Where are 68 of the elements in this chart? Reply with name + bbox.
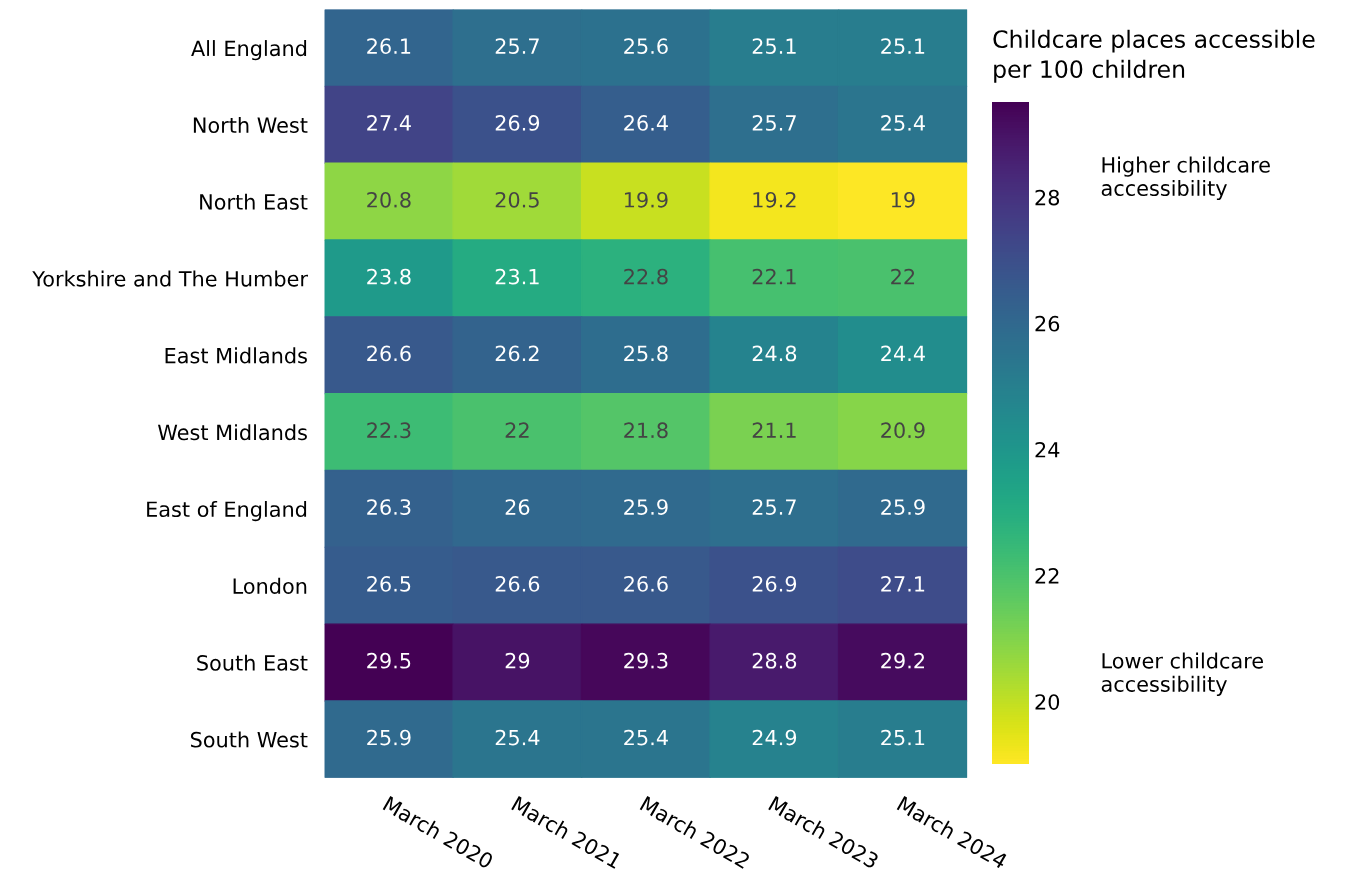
data-label: 20.5	[495, 191, 539, 208]
y-tick-label: East of England	[147, 500, 307, 522]
y-tick-label: North West	[193, 116, 308, 134]
data-label: 25.7	[495, 38, 539, 55]
y-tick-label: South East	[197, 654, 308, 671]
y-tick-label: All England	[191, 40, 307, 61]
data-label: 26.3	[367, 499, 411, 515]
color-bar-label: 24	[1035, 441, 1060, 458]
data-label: 29.2	[881, 652, 924, 669]
text: Lower childcare accessibility	[1101, 652, 1264, 696]
data-label: 24.4	[881, 345, 925, 362]
y-tick-label: North East	[200, 193, 308, 210]
y-tick-label: East Midlands	[165, 347, 307, 364]
data-label: 22.1	[752, 268, 796, 285]
data-label: 27.1	[881, 576, 925, 592]
color-bar-label: 26	[1035, 315, 1060, 332]
data-label: 26.5	[367, 576, 411, 592]
data-label: 26.6	[367, 345, 411, 362]
data-label: 21.1	[752, 422, 796, 438]
y-tick-label: South West	[190, 731, 308, 748]
y-tick-label: West Midlands	[157, 424, 307, 441]
data-label: 24.8	[752, 345, 797, 362]
data-label: 25.1	[881, 38, 925, 55]
data-label: 25.4	[881, 115, 925, 131]
data-label: 22	[891, 268, 915, 285]
data-label: 19	[891, 191, 915, 208]
data-label: 25.1	[752, 38, 796, 55]
data-label: 26.4	[624, 115, 668, 131]
data-label: 20.9	[881, 422, 925, 439]
data-label: 24.9	[752, 729, 797, 746]
data-label: 23.1	[495, 268, 539, 285]
color-bar-label: 20	[1035, 694, 1060, 710]
data-label: 25.8	[624, 345, 668, 362]
data-label: 22.3	[367, 422, 411, 439]
data-label: 26.6	[624, 576, 668, 592]
data-label: 25.9	[367, 729, 411, 746]
text: Higher childcare accessibility	[1101, 156, 1270, 201]
data-label: 27.4	[367, 115, 411, 131]
y-tick-label: Yorkshire and The Humber	[32, 270, 308, 287]
data-label: 21.8	[624, 422, 668, 439]
data-label: 26.2	[495, 345, 539, 362]
data-label: 25.4	[495, 729, 540, 746]
data-label: 22	[505, 422, 529, 438]
data-label: 25.7	[752, 115, 796, 131]
color-bar-title: Childcare places accessible per 100 children	[993, 29, 1315, 83]
data-label: 25.9	[881, 499, 925, 515]
data-label: 26.6	[495, 576, 540, 592]
data-label: 19.9	[624, 191, 668, 208]
data-label: 23.8	[367, 268, 411, 285]
data-label: 26.9	[752, 576, 797, 592]
data-label: 29	[505, 652, 530, 669]
data-label: 29.5	[367, 652, 411, 669]
data-label: 25.1	[881, 729, 925, 746]
data-label: 25.9	[624, 499, 668, 515]
data-label: 26	[505, 499, 530, 515]
data-label: 29.3	[624, 652, 668, 669]
data-label: 26.9	[495, 115, 540, 131]
data-label: 25.6	[624, 38, 668, 55]
y-tick-label: London	[233, 577, 307, 594]
data-label: 25.7	[752, 499, 796, 515]
data-label: 28.8	[752, 652, 797, 669]
data-label: 26.1	[367, 38, 411, 55]
data-label: 22.8	[624, 268, 668, 285]
color-bar-label: 22	[1035, 568, 1059, 584]
data-label: 20.8	[367, 191, 411, 208]
data-label: 19.2	[753, 191, 796, 208]
data-label: 25.4	[624, 729, 668, 746]
color-bar-label: 28	[1035, 189, 1060, 206]
